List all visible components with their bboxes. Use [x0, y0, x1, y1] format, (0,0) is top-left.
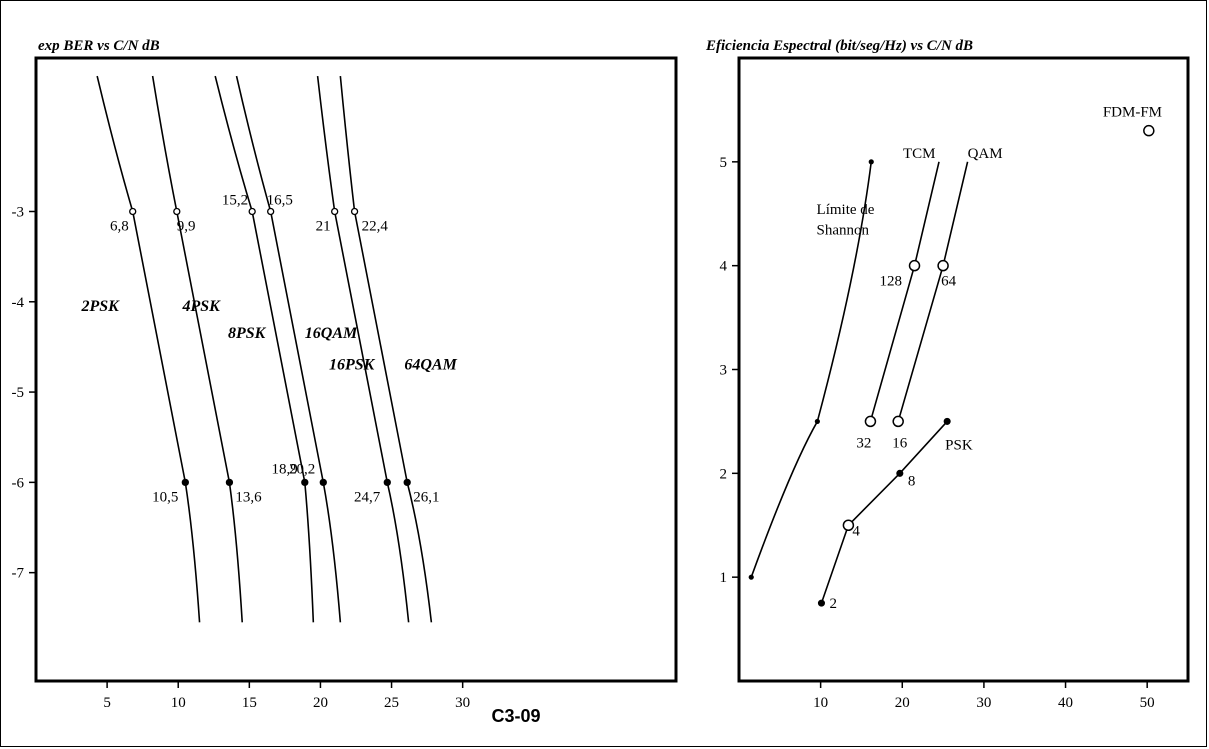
- ber-curve-16qam: [235, 75, 342, 623]
- fdm-fm-label: FDM-FM: [1103, 105, 1162, 121]
- right-plot-area: [737, 56, 1190, 683]
- ber-point-minus3: [129, 207, 137, 216]
- tcm-point-label: 128: [880, 274, 903, 290]
- ber-point-minus6: [225, 478, 234, 487]
- ber-point-minus6: [383, 478, 391, 487]
- left-y-tick-label: -4: [12, 295, 25, 311]
- tcm-point-label: 32: [856, 435, 871, 451]
- ber-point-minus6: [301, 478, 309, 487]
- left-x-tick-label: 25: [384, 695, 399, 711]
- left-plot-area: [34, 56, 678, 683]
- curve-label: 64QAM: [404, 357, 457, 374]
- tcm-line: [869, 161, 940, 422]
- psk-label: PSK: [945, 437, 973, 453]
- qam-point: [892, 415, 904, 428]
- ber-label-minus3: 16,5: [267, 192, 293, 208]
- right-y-tick-label: 2: [720, 466, 728, 482]
- shannon-point: [748, 574, 754, 580]
- right-x-tick-label: 50: [1140, 695, 1155, 711]
- ber-curve-8psk: [214, 75, 315, 623]
- ber-label-minus6: 13,6: [235, 489, 262, 505]
- psk-point: [896, 469, 904, 477]
- psk-point-label: 4: [852, 523, 860, 539]
- shannon-label-line2: Shannon: [817, 223, 870, 239]
- ber-label-minus6: 10,5: [152, 489, 178, 505]
- figure-label: C3-09: [491, 706, 540, 726]
- left-x-tick-label: 5: [103, 695, 111, 711]
- right-chart-title: Eficiencia Espectral (bit/seg/Hz) vs C/N…: [705, 38, 973, 54]
- psk-point-label: 8: [908, 473, 916, 489]
- left-y-tick-label: -5: [12, 385, 25, 401]
- psk-point: [817, 599, 826, 607]
- qam-point: [937, 259, 949, 272]
- shannon-label-line1: Límite de: [817, 202, 875, 218]
- qam-point-label: 64: [941, 274, 957, 290]
- psk-line: [820, 420, 948, 604]
- left-chart-title: exp BER vs C/N dB: [38, 38, 160, 54]
- right-x-tick-label: 20: [895, 695, 910, 711]
- ber-label-minus6: 20,2: [289, 461, 315, 477]
- ber-curve-64qam: [339, 75, 433, 623]
- ber-curve-2psk: [96, 75, 201, 623]
- psk-point: [842, 519, 855, 531]
- qam-point-label: 16: [892, 435, 908, 451]
- ber-point-minus6: [403, 478, 411, 487]
- curve-label: 8PSK: [228, 325, 267, 342]
- curve-label: 16PSK: [329, 357, 376, 374]
- right-x-tick-label: 10: [813, 695, 828, 711]
- left-y-tick-label: -7: [12, 566, 25, 582]
- curve-label: 16QAM: [305, 325, 358, 342]
- right-axis-ticks: 10 20 30 40 50 1 2 3 4 5: [720, 155, 1155, 711]
- ber-label-minus3: 6,8: [110, 218, 129, 234]
- ber-point-minus3: [248, 207, 256, 216]
- ber-point-minus3: [331, 207, 339, 216]
- ber-label-minus6: 24,7: [354, 489, 381, 505]
- right-x-tick-label: 40: [1058, 695, 1073, 711]
- left-y-tick-label: -6: [12, 475, 25, 491]
- ber-point-minus6: [181, 478, 189, 487]
- right-y-tick-label: 4: [720, 259, 728, 275]
- ber-label-minus3: 22,4: [362, 218, 389, 234]
- shannon-point: [868, 159, 874, 165]
- right-series: Límite de Shannon TCM 32 128 QAM 16 64 PSK 2 4 8 FDM…: [748, 105, 1162, 612]
- ber-point-minus3: [173, 207, 181, 216]
- tcm-point: [908, 259, 921, 272]
- left-y-tick-label: -3: [12, 204, 25, 220]
- psk-point: [943, 417, 951, 425]
- right-y-tick-label: 5: [720, 155, 728, 171]
- tcm-label: TCM: [903, 146, 936, 162]
- left-curves: 6,8 10,5 2PSK 9,9 13,6 4PSK 15,2 18,9 8PSK 16,5 20…: [81, 75, 458, 623]
- ber-curve-16psk: [316, 75, 410, 623]
- ber-label-minus3: 9,9: [177, 218, 196, 234]
- shannon-point: [814, 418, 820, 425]
- shannon-limit-line: [750, 161, 873, 578]
- ber-point-minus6: [319, 478, 327, 487]
- left-axis-ticks: 5 10 15 20 25 30 -3 -4 -5 -6 -7: [12, 204, 471, 711]
- right-y-tick-label: 1: [720, 570, 728, 586]
- ber-curve-4psk: [151, 75, 244, 623]
- left-x-tick-label: 20: [313, 695, 328, 711]
- ber-point-minus3: [350, 207, 359, 216]
- curve-label: 4PSK: [181, 298, 221, 315]
- curve-label: 2PSK: [81, 298, 121, 315]
- ber-label-minus6: 26,1: [413, 489, 439, 505]
- ber-label-minus3: 21: [316, 218, 331, 234]
- psk-point-label: 2: [829, 596, 837, 612]
- ber-point-minus3: [267, 207, 275, 216]
- ber-label-minus3: 15,2: [222, 192, 248, 208]
- left-x-tick-label: 10: [171, 695, 186, 711]
- tcm-point: [864, 415, 877, 428]
- qam-label: QAM: [968, 146, 1003, 162]
- left-x-tick-label: 15: [242, 695, 257, 711]
- ber-label-minus6: 18,9: [272, 461, 298, 477]
- right-y-tick-label: 3: [720, 363, 728, 379]
- fdm-fm-point: [1143, 124, 1155, 137]
- left-x-tick-label: 30: [455, 695, 470, 711]
- qam-line: [897, 161, 969, 422]
- right-x-tick-label: 30: [976, 695, 991, 711]
